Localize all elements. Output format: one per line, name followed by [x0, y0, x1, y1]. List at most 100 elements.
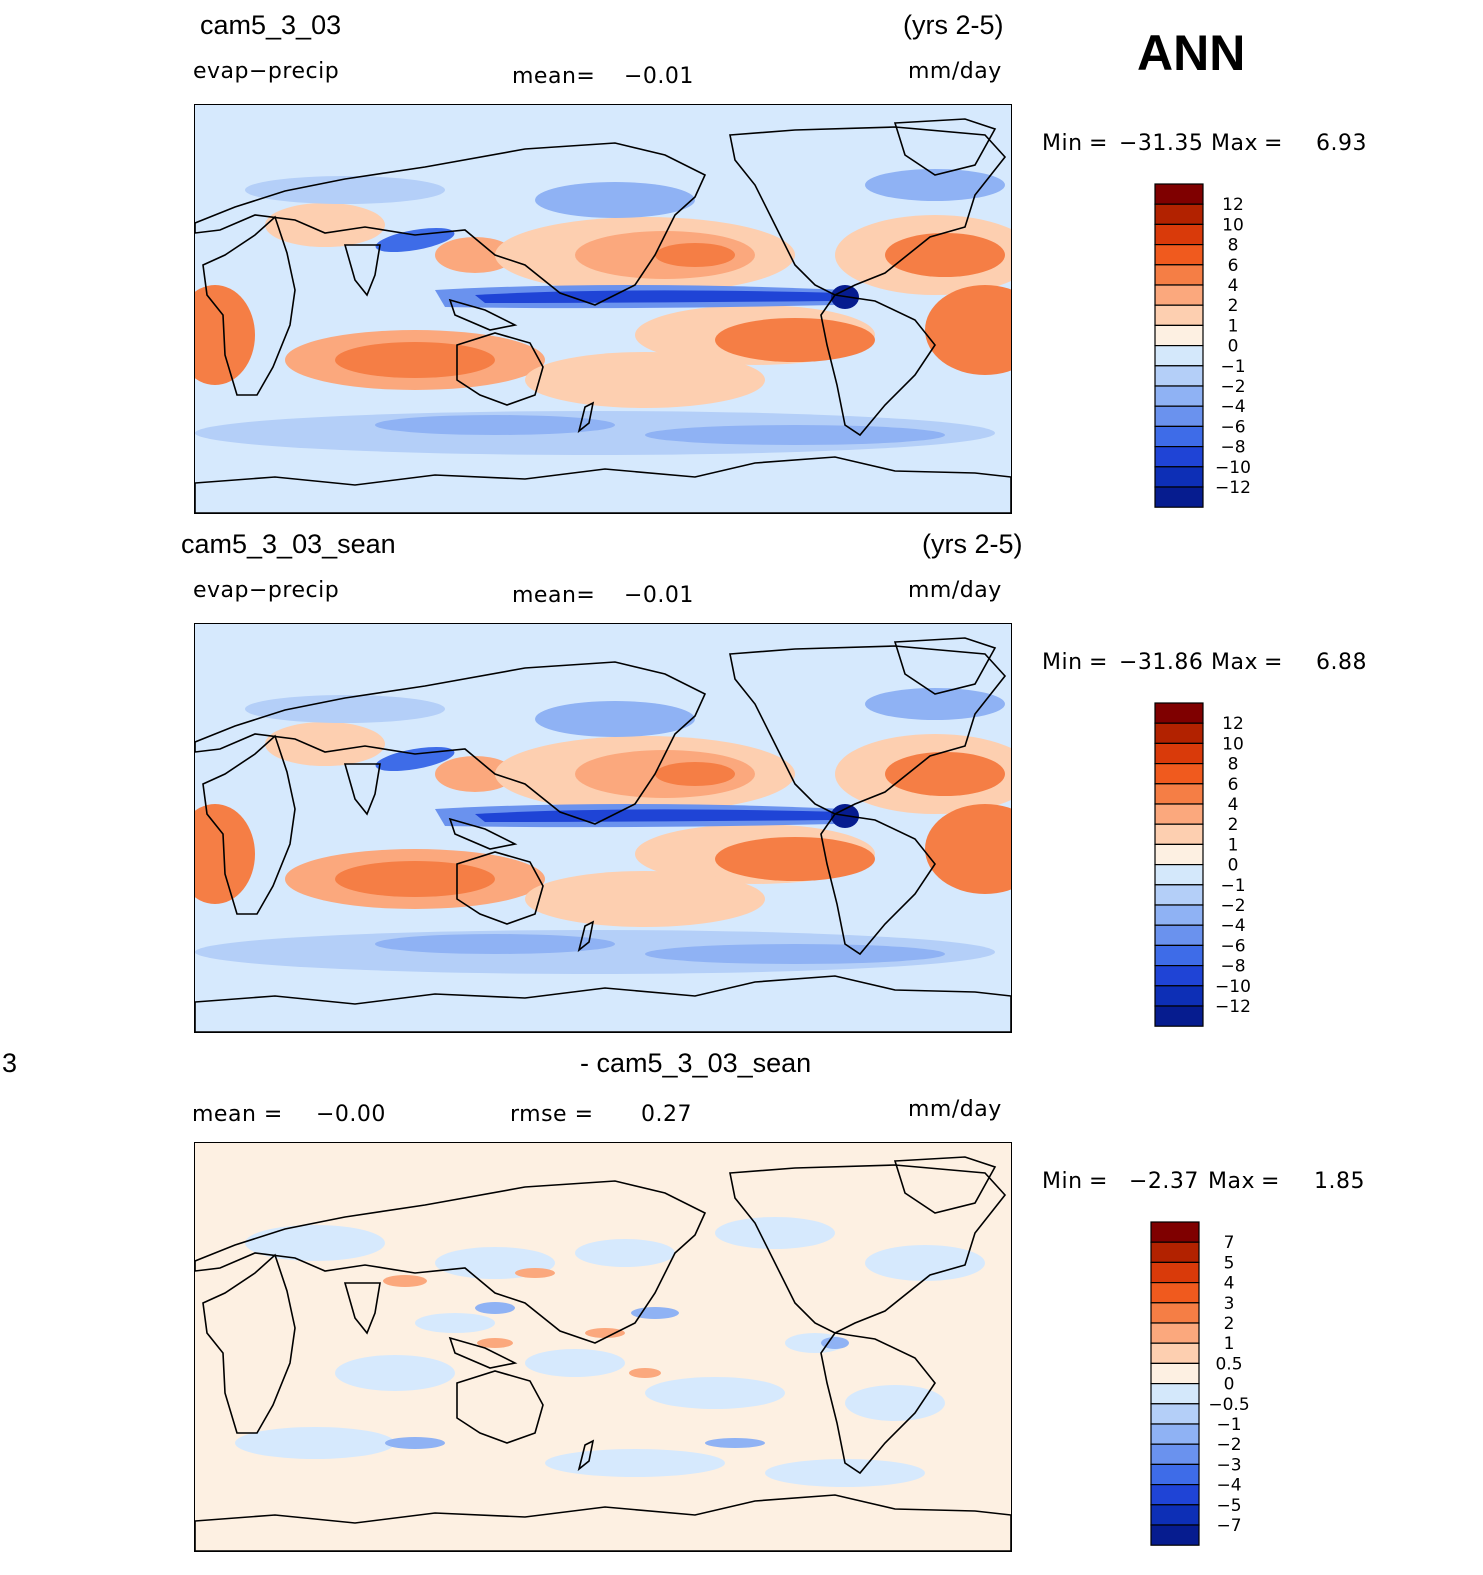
- contour-patch: [385, 1437, 445, 1449]
- contour-patch: [715, 837, 875, 881]
- contour-patch: [705, 1438, 765, 1448]
- coastline: [577, 920, 595, 953]
- colorbar-tick-label: −10: [1215, 458, 1251, 478]
- colorbar-box: [1150, 1302, 1200, 1324]
- panel-1-mean-label: mean=: [512, 64, 596, 89]
- colorbar-tick-label: −6: [1220, 417, 1245, 437]
- contour-patch: [335, 861, 495, 897]
- panel-3-mean-label: mean =: [192, 1102, 283, 1127]
- contour-patch: [715, 1217, 835, 1249]
- panel-1-min-label: Min: [1042, 131, 1083, 156]
- colorbar-tick-label: 0: [1224, 1375, 1235, 1395]
- colorbar-tick-label: −2: [1220, 896, 1245, 916]
- colorbar-box: [1154, 446, 1204, 468]
- contour-patch: [265, 722, 385, 766]
- colorbar-tick-label: −5: [1216, 1496, 1241, 1516]
- panel-2-years: (yrs 2-5): [922, 529, 1023, 559]
- panel-3-mean-value: −0.00: [316, 1102, 386, 1127]
- panel-1-mean-value: −0.01: [624, 64, 694, 89]
- coastline: [195, 456, 1011, 513]
- panel-1-units: mm/day: [908, 59, 1002, 84]
- panel-2-variable: evap−precip: [193, 578, 340, 603]
- contour-patch: [885, 233, 1005, 277]
- colorbar-box: [1150, 1281, 1200, 1304]
- contour-patch: [245, 695, 445, 723]
- panel-2-min-label: Min: [1042, 650, 1083, 675]
- colorbar-box: [1154, 385, 1204, 407]
- coastline: [202, 215, 296, 396]
- colorbar-tick-label: −3: [1216, 1455, 1241, 1475]
- colorbar-box: [1150, 1504, 1200, 1526]
- colorbar-tick-label: 6: [1228, 775, 1239, 795]
- colorbar-tick-label: −4: [1216, 1476, 1241, 1496]
- colorbar-tick-label: −2: [1220, 377, 1245, 397]
- coastline: [456, 332, 544, 406]
- colorbar-tick-label: −12: [1215, 997, 1251, 1017]
- coastline: [893, 118, 997, 176]
- colorbar-tick-label: 7: [1224, 1233, 1235, 1253]
- colorbar-box: [1154, 904, 1204, 926]
- contour-patch: [925, 285, 1011, 375]
- colorbar-tick-label: −2: [1216, 1435, 1241, 1455]
- colorbar-box: [1154, 985, 1204, 1007]
- contour-patch: [525, 1349, 625, 1377]
- colorbar-box: [1154, 304, 1204, 326]
- contour-patch: [265, 203, 385, 247]
- colorbar-box: [1150, 1383, 1200, 1405]
- colorbar-box: [1154, 243, 1204, 266]
- colorbar-tick-label: −8: [1220, 438, 1245, 458]
- contour-patch: [435, 237, 515, 273]
- colorbar-box: [1154, 264, 1204, 286]
- panel-2-max-label: Max: [1211, 650, 1258, 675]
- contour-patch: [765, 1459, 925, 1487]
- colorbar-tick-label: 4: [1224, 1274, 1235, 1294]
- contour-patch: [383, 1275, 427, 1287]
- contour-patch: [235, 1427, 395, 1459]
- contour-patch: [195, 285, 255, 385]
- colorbar-box: [1154, 965, 1204, 987]
- panel-3-max-value: 1.85: [1314, 1169, 1365, 1194]
- colorbar-box: [1150, 1241, 1200, 1264]
- colorbar-tick-label: 2: [1224, 1314, 1235, 1334]
- colorbar-tick-label: 10: [1222, 734, 1244, 754]
- contour-patch: [525, 352, 765, 408]
- coastline: [448, 1336, 518, 1369]
- colorbar-tick-label: −10: [1215, 977, 1251, 997]
- contour-field: [235, 1217, 985, 1487]
- colorbar-tick-label: 5: [1224, 1253, 1235, 1273]
- coastline: [195, 661, 707, 825]
- contour-field: [195, 688, 1011, 974]
- colorbar-box: [1150, 1443, 1200, 1465]
- colorbar-box: [1154, 365, 1204, 387]
- panel-2-map: [194, 623, 1012, 1033]
- coastline: [729, 645, 1007, 815]
- colorbar-box: [1150, 1362, 1200, 1385]
- panel-3-rmse-value: 0.27: [641, 1102, 692, 1127]
- contour-patch: [245, 176, 445, 204]
- colorbar-box: [1154, 324, 1204, 347]
- coastline: [202, 734, 296, 915]
- contour-patch: [645, 425, 945, 445]
- contour-patch: [655, 243, 735, 267]
- colorbar-tick-label: 2: [1228, 296, 1239, 316]
- colorbar-box: [1154, 345, 1204, 367]
- contour-patch: [335, 342, 495, 378]
- contour-patch: [925, 804, 1011, 894]
- coastline: [820, 1332, 936, 1475]
- contour-patch: [375, 415, 615, 435]
- coastline: [456, 1370, 544, 1444]
- panel-1-variable: evap−precip: [193, 59, 340, 84]
- coastline: [577, 1439, 595, 1472]
- panel-3-equals-1: =: [1089, 1169, 1108, 1194]
- colorbar-box: [1150, 1463, 1200, 1486]
- panel-2-max-value: 6.88: [1316, 650, 1367, 675]
- colorbar-box: [1150, 1221, 1200, 1243]
- colorbar-box: [1150, 1403, 1200, 1425]
- contour-patch: [715, 318, 875, 362]
- colorbar-tick-label: −1: [1220, 357, 1245, 377]
- contour-patch: [375, 934, 615, 954]
- colorbar-box: [1150, 1342, 1200, 1364]
- coastline: [202, 1253, 296, 1434]
- colorbar-box: [1154, 203, 1204, 226]
